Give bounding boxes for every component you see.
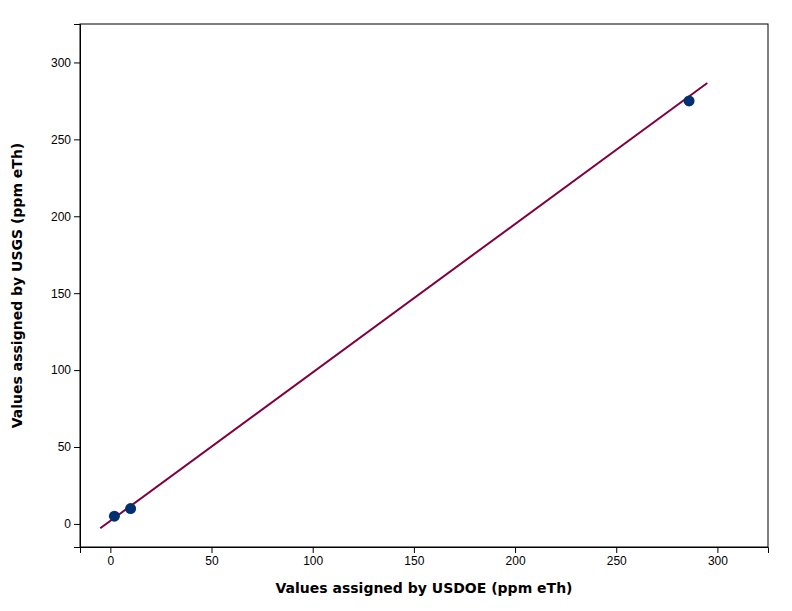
tick-label: 150 — [51, 287, 71, 301]
tick-mark — [74, 370, 80, 371]
scatter-point — [125, 503, 136, 514]
scatter-point — [684, 95, 695, 106]
x-axis-title: Values assigned by USDOE (ppm eTh) — [275, 580, 572, 596]
tick-label: 0 — [64, 517, 71, 531]
tick: 300 — [708, 547, 728, 568]
tick-label: 200 — [51, 210, 71, 224]
tick: 0 — [108, 547, 115, 568]
axis-line — [81, 548, 769, 554]
tick-mark — [212, 547, 213, 553]
tick: 150 — [404, 547, 424, 568]
tick-mark — [616, 547, 617, 553]
tick: 100 — [303, 547, 323, 568]
tick-label: 250 — [607, 554, 627, 568]
y-axis-title: Values assigned by USGS (ppm eTh) — [9, 143, 25, 429]
tick-mark — [74, 216, 80, 217]
tick-mark — [110, 547, 111, 553]
axis-line — [74, 25, 81, 548]
tick-label: 250 — [51, 133, 71, 147]
plot-frame — [80, 24, 768, 547]
tick-mark — [74, 293, 80, 294]
tick-label: 300 — [51, 56, 71, 70]
marks — [100, 83, 707, 528]
scatter-point — [109, 511, 120, 522]
y-axis: 0 50 100 150 200 250 300 — [51, 25, 81, 548]
tick-mark — [74, 62, 80, 63]
tick-mark — [414, 547, 415, 553]
tick-label: 50 — [205, 554, 219, 568]
tick: 150 — [51, 287, 80, 301]
tick-mark — [717, 547, 718, 553]
tick-label: 150 — [404, 554, 424, 568]
tick-label: 100 — [303, 554, 323, 568]
tick: 300 — [51, 56, 80, 70]
tick-mark — [74, 524, 80, 525]
tick: 50 — [58, 440, 80, 454]
tick: 200 — [506, 547, 526, 568]
tick-mark — [313, 547, 314, 553]
tick: 100 — [51, 363, 80, 377]
tick-mark — [515, 547, 516, 553]
tick: 250 — [607, 547, 627, 568]
tick-mark — [74, 447, 80, 448]
tick: 250 — [51, 133, 80, 147]
tick-mark — [74, 139, 80, 140]
plot-area: 0 50 100 150 200 250 300 0 50 100 150 200 250 300 — [51, 24, 769, 568]
trend-line — [100, 83, 707, 528]
tick: 50 — [205, 547, 219, 568]
tick: 200 — [51, 210, 80, 224]
tick-label: 200 — [506, 554, 526, 568]
tick-label: 100 — [51, 363, 71, 377]
tick: 0 — [64, 517, 80, 531]
tick-label: 50 — [58, 440, 72, 454]
x-axis: 0 50 100 150 200 250 300 — [81, 547, 769, 568]
chart-svg: 0 50 100 150 200 250 300 0 50 100 150 200 250 300 Valu… — [0, 0, 792, 611]
tick-label: 300 — [708, 554, 728, 568]
tick-label: 0 — [108, 554, 115, 568]
